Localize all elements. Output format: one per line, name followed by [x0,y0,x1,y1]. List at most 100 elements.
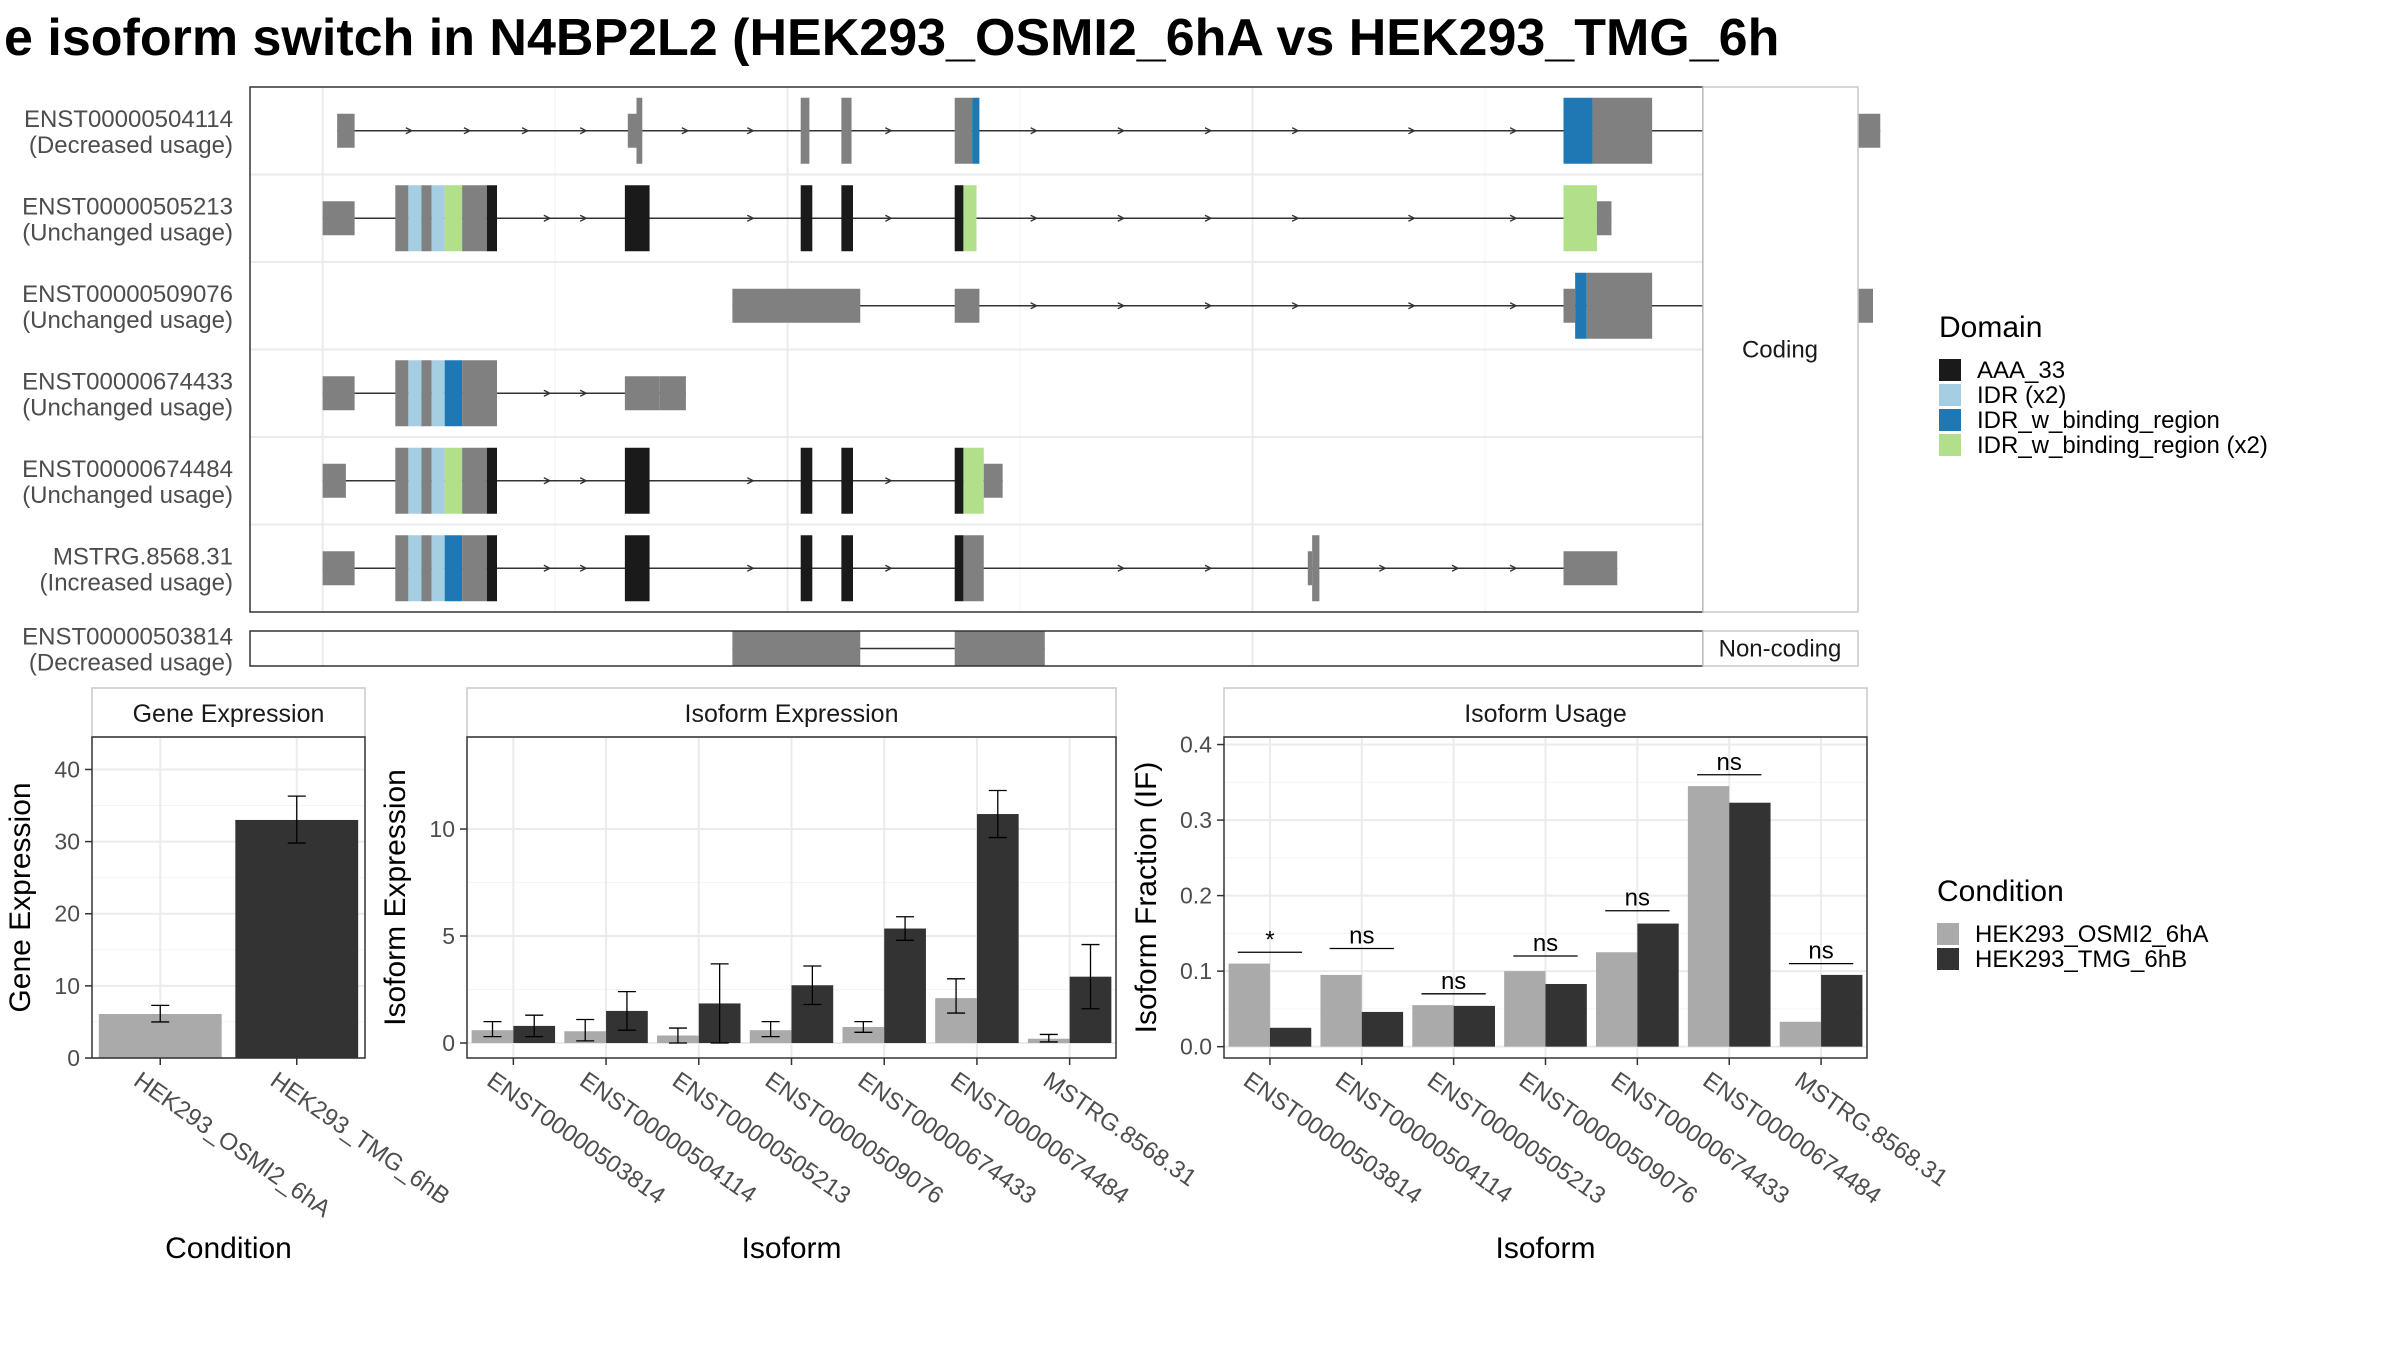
domain-exon [408,360,422,427]
domain-exon [963,185,977,252]
panel-title: Gene Expression [133,700,325,728]
intron-direction-arrow [1117,127,1126,135]
x-axis-title: Isoform [1495,1232,1595,1265]
error-bar [151,1004,170,1023]
utr-exon [322,463,346,498]
bar [1637,923,1679,1047]
cds-exon [963,535,984,602]
domain-legend-label: IDR (x2) [1977,382,2066,409]
cds-exon [395,185,409,252]
domain-exon [444,360,463,427]
bar [1361,1011,1404,1047]
intron-direction-arrow [1030,214,1039,222]
intron-direction-arrow [405,127,414,135]
error-bar [854,1020,873,1033]
domain-exon [408,447,422,514]
significance-label: * [1265,926,1274,953]
domain-exon [408,535,422,602]
domain-legend-key [1939,384,1961,406]
bar [1504,971,1546,1047]
condition-legend-key [1937,923,1959,945]
intron-direction-arrow [579,389,588,397]
error-bar [896,916,915,941]
domain-legend-key [1939,359,1961,381]
cds-exon [636,97,643,164]
utr-exon [322,201,355,236]
error-bar [710,963,729,1044]
transcript-id-label: ENST00000505213 [22,193,233,220]
utr-exon [659,376,686,411]
transcript-id-label: ENST00000674433 [22,368,233,395]
domain-exon [408,185,422,252]
condition-legend-label: HEK293_OSMI2_6hA [1975,921,2208,948]
bar [976,814,1019,1044]
utr-exon [954,631,1045,666]
y-tick-label: 5 [442,923,455,949]
utr-exon [732,288,861,323]
y-tick-label: 10 [429,816,455,842]
transcript-usage-label: (Unchanged usage) [22,307,233,334]
cds-exon [462,535,487,602]
bar [842,1026,885,1044]
panel-border [91,736,366,1059]
intron-direction-arrow [1204,302,1213,310]
cds-exon [421,447,432,514]
bar [1545,983,1587,1047]
utr-exon [954,288,980,323]
intron-direction-arrow [543,214,552,222]
domain-legend-label: IDR_w_binding_region (x2) [1977,432,2268,459]
intron-direction-arrow [885,214,893,222]
cds-exon [421,535,432,602]
intron-direction-arrow [579,477,588,485]
cds-exon [1312,535,1320,602]
error-bar [576,1018,595,1042]
y-tick-label: 0 [442,1030,455,1056]
domain-exon [963,447,984,514]
cds-exon [800,97,810,164]
cds-exon [841,97,852,164]
intron-direction-arrow [543,564,552,572]
x-tick-label: MSTRG.8568.31 [1038,1067,1201,1192]
transcript-usage-label: (Decreased usage) [29,650,233,677]
intron-direction-arrow [579,564,588,572]
intron-direction-arrow [1117,564,1126,572]
significance-label: ns [1441,968,1466,995]
domain-exon [431,447,445,514]
error-bar [287,795,306,844]
y-axis-title: Isoform Fraction (IF) [1130,762,1163,1034]
noncoding-strip [1702,630,1859,667]
cds-exon [462,447,487,514]
y-tick-label: 0.4 [1180,732,1212,758]
domain-exon [431,535,445,602]
intron-direction-arrow [1117,302,1126,310]
intron-direction-arrow [1509,127,1518,135]
intron-direction-arrow [1408,127,1416,135]
domain-exon [486,447,498,514]
utr-exon [983,463,1003,498]
domain-exon [486,535,498,602]
bar [1228,963,1270,1047]
error-bar [617,991,636,1031]
significance-label: ns [1717,749,1742,776]
intron-direction-arrow [1204,127,1213,135]
domain-exon [954,185,964,252]
intron-direction-arrow [1408,214,1416,222]
domain-legend-title: Domain [1939,311,2042,344]
domain-exon [954,447,964,514]
domain-exon [841,185,853,252]
intron-direction-arrow [543,477,552,485]
utr-exon [337,113,355,148]
intron-direction-arrow [1291,214,1300,222]
utr-exon [627,113,637,148]
cds-exon [462,185,487,252]
utr-exon [1858,288,1874,323]
transcript-id-label: ENST00000509076 [22,281,233,308]
utr-exon [1858,113,1881,148]
panel-strip [1223,687,1868,738]
transcript-usage-label: (Unchanged usage) [22,482,233,509]
bar [1729,802,1771,1047]
domain-exon [841,535,853,602]
cds-exon [462,360,498,427]
cds-exon [421,185,432,252]
